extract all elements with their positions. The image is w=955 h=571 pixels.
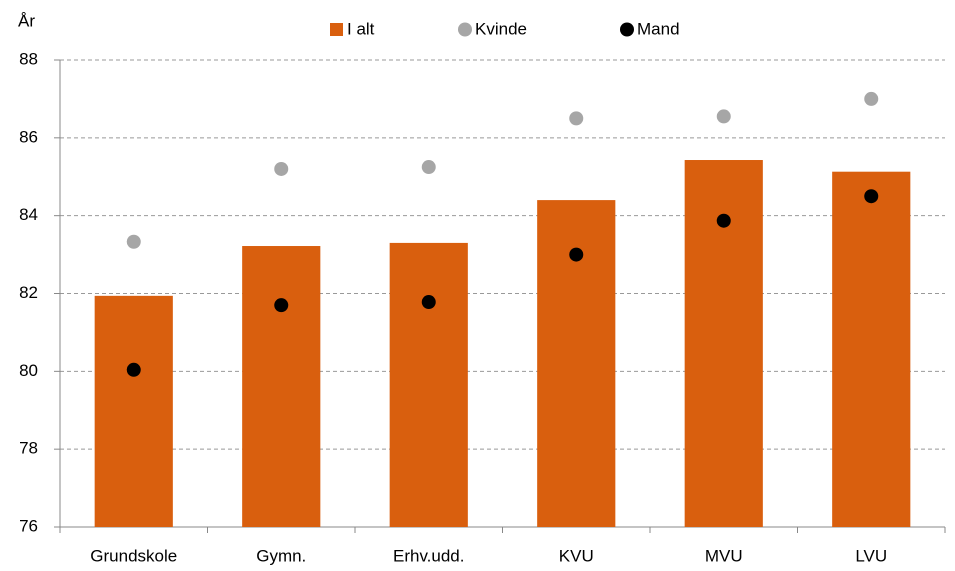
dot	[126, 234, 141, 249]
y-tick-label: 88	[19, 49, 38, 68]
dot	[274, 161, 289, 176]
dot	[421, 295, 436, 310]
bar	[94, 295, 173, 527]
x-tick-label: LVU	[855, 546, 887, 565]
dot	[864, 189, 879, 204]
y-axis-label: År	[18, 11, 35, 30]
bar	[832, 171, 911, 527]
legend-swatch	[458, 22, 472, 37]
legend-label: I alt	[347, 19, 375, 38]
bar	[389, 242, 468, 528]
dot	[569, 111, 584, 126]
x-tick-label: Erhv.udd.	[393, 546, 465, 565]
y-tick-label: 86	[19, 127, 38, 146]
y-tick-label: 82	[19, 283, 38, 302]
dot	[716, 213, 731, 228]
dot	[126, 362, 141, 377]
y-tick-label: 76	[19, 516, 38, 535]
dot	[864, 91, 879, 106]
dot	[274, 298, 289, 313]
legend-label: Kvinde	[475, 19, 527, 38]
y-tick-label: 84	[19, 205, 38, 224]
dot	[421, 160, 436, 175]
legend-swatch	[330, 23, 343, 36]
y-tick-label: 78	[19, 439, 38, 458]
y-tick-label: 80	[19, 361, 38, 380]
x-tick-label: MVU	[705, 546, 743, 565]
dot	[569, 247, 584, 262]
dot	[716, 109, 731, 124]
bar	[242, 246, 321, 527]
legend-label: Mand	[637, 19, 680, 38]
x-tick-label: Gymn.	[256, 546, 306, 565]
x-tick-label: KVU	[559, 546, 594, 565]
x-tick-label: Grundskole	[90, 546, 177, 565]
legend-swatch	[620, 22, 634, 37]
